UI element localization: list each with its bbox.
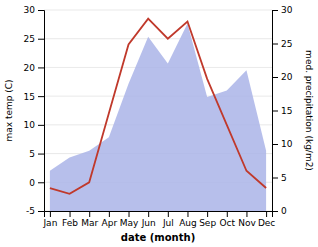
grid-line [44,38,272,39]
tick-mark [272,111,278,112]
grid-line [44,10,272,11]
tick-label: 20 [24,63,36,73]
tick-label: 25 [281,39,292,49]
tick: Apr [102,211,118,228]
tick: 5 [272,173,287,183]
tick: 20 [272,72,293,82]
tick-mark [272,144,278,145]
tick-mark [38,10,44,11]
tick-label: 10 [281,139,293,149]
tick: Aug [179,211,197,228]
tick-label: May [120,218,139,228]
tick-label: 30 [281,5,293,15]
tick-mark [38,125,44,126]
tick-mark [272,178,278,179]
tick-mark [272,77,278,78]
tick-label: 15 [281,106,292,116]
tick-mark [38,182,44,183]
tick: Sep [199,211,216,228]
y2-axis-line [273,11,279,212]
tick-label: Dec [258,218,275,228]
tick: Feb [62,211,78,228]
tick: 10 [24,120,44,130]
tick: -5 [26,206,44,216]
tick-mark [227,211,228,217]
tick: 30 [272,5,293,15]
tick: Nov [238,211,256,228]
tick: Jan [42,211,57,228]
tick: 5 [29,149,44,159]
tick-label: Nov [238,218,256,228]
tick-label: 0 [281,206,287,216]
tick: 15 [272,106,292,116]
tick-label: 10 [24,120,36,130]
marks [50,19,266,211]
tick-mark [129,211,130,217]
y2-axis-title: med. precipitation (kg/m2) [304,50,314,171]
tick: 20 [24,63,44,73]
plot-area: Jan FebMar AprMayJun Jul AugSep OctNovDec -5 0 5… [24,5,293,228]
tick: May [120,211,139,228]
tick-label: Aug [179,218,197,228]
y-axis-title: max temp (C) [4,79,14,141]
chart-svg: Jan FebMar AprMayJun Jul AugSep OctNovDec -5 0 5… [0,0,318,247]
tick: 10 [272,139,293,149]
tick-mark [266,211,267,217]
tick-mark [38,67,44,68]
tick: Dec [258,211,275,228]
grid [44,10,272,211]
tick-label: Jul [162,218,174,228]
tick-label: 5 [29,149,35,159]
tick: 30 [24,5,44,15]
tick-label: Jan [42,218,57,228]
tick-label: Mar [81,218,98,228]
tick-mark [148,211,149,217]
x-axis-title: date (month) [121,232,195,243]
tick-mark [272,10,278,11]
tick-mark [187,211,188,217]
y-axis-line [38,11,45,212]
tick-label: Sep [199,218,216,228]
tick-mark [272,44,278,45]
tick-mark [38,154,44,155]
x-axis-line [45,212,273,218]
tick-label: Jun [141,218,156,228]
tick-mark [38,96,44,97]
x-axis: Jan FebMar AprMayJun Jul AugSep OctNovDec [42,211,275,228]
tick-label: 15 [24,92,35,102]
tick: 25 [272,39,292,49]
tick-mark [168,211,169,217]
tick-mark [89,211,90,217]
tick: 15 [24,92,44,102]
tick-mark [38,39,44,40]
tick-mark [38,211,44,212]
chart-container: Jan FebMar AprMayJun Jul AugSep OctNovDec -5 0 5… [0,0,318,247]
tick-label: 0 [29,178,35,188]
tick-mark [272,211,278,212]
tick-mark [207,211,208,217]
y-axis: -5 0 5 10 15 20 25 30 [24,5,45,216]
tick-mark [109,211,110,217]
tick-label: 20 [281,72,293,82]
tick-label: Oct [220,218,236,228]
tick: Jun [141,211,156,228]
temperature-line [50,19,266,194]
tick: 25 [24,34,44,44]
tick: Jul [162,211,174,228]
precipitation-area [50,23,266,211]
tick: Oct [220,211,236,228]
tick-mark [70,211,71,217]
tick-label: -5 [26,206,35,216]
tick: 0 [29,178,44,188]
tick: Mar [81,211,98,228]
tick-mark [50,211,51,217]
tick-label: Feb [62,218,78,228]
tick: 0 [272,206,287,216]
tick-label: Apr [102,218,118,228]
tick-mark [246,211,247,217]
tick-label: 5 [281,173,287,183]
tick-label: 30 [24,5,36,15]
tick-label: 25 [24,34,35,44]
y2-axis: 0 5 10 15 20 25 30 [272,5,293,216]
